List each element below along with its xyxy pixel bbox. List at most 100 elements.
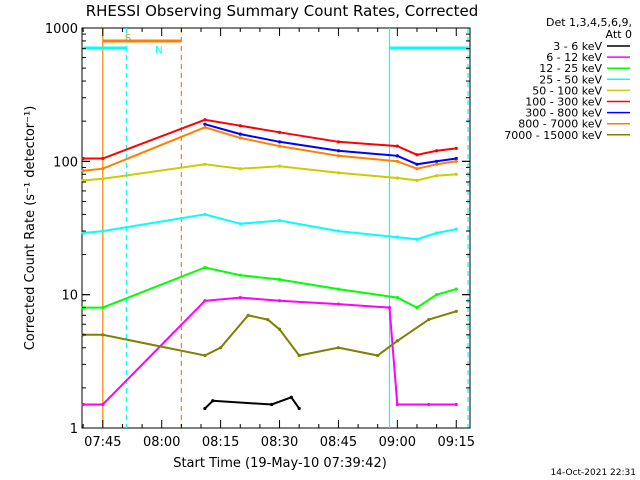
data-point [203, 353, 207, 358]
data-point [81, 178, 85, 182]
data-point [427, 402, 431, 407]
legend-label: 12 - 25 keV [539, 62, 602, 75]
data-point [454, 156, 458, 161]
data-point [277, 327, 282, 331]
data-point [266, 318, 270, 322]
series-line [83, 163, 457, 182]
data-point [297, 406, 301, 411]
x-tick-label: 09:00 [379, 435, 416, 450]
data-point [435, 231, 439, 235]
legend-header-line-2: Att 0 [606, 28, 632, 41]
flag-label: S [125, 33, 131, 44]
flag-label: N [155, 45, 162, 56]
data-point [238, 296, 242, 300]
data-point [289, 395, 293, 399]
data-point [297, 353, 301, 358]
data-point [435, 174, 439, 178]
series-line [83, 118, 457, 160]
data-point [101, 333, 105, 337]
data-point [246, 313, 250, 317]
data-point [336, 140, 341, 144]
data-point [81, 402, 85, 407]
x-tick-label: 08:00 [143, 435, 180, 450]
data-point [238, 273, 242, 277]
data-point [203, 118, 207, 122]
data-point [454, 159, 458, 163]
series-line [204, 123, 457, 166]
y-tick-label: 1 [70, 422, 78, 437]
data-point [203, 265, 207, 270]
x-axis-label: Start Time (19-May-10 07:39:42) [173, 456, 387, 471]
data-point [336, 287, 341, 291]
x-tick-label: 08:30 [261, 435, 298, 450]
data-point [395, 176, 399, 180]
data-point [336, 229, 341, 233]
data-point [415, 237, 419, 241]
data-point [415, 162, 419, 166]
data-point [101, 402, 105, 407]
data-point [376, 353, 380, 358]
legend-label: 6 - 12 keV [546, 51, 602, 64]
data-point [454, 227, 458, 231]
data-point [395, 235, 399, 239]
series-line [83, 296, 457, 406]
legend-label: 3 - 6 keV [553, 40, 602, 53]
data-point [336, 346, 341, 350]
data-point [101, 167, 105, 171]
data-point [415, 178, 419, 182]
y-ticks: 1 10 100 1000 [45, 22, 470, 437]
data-point [336, 154, 341, 158]
data-point [270, 402, 274, 407]
legend-label: 50 - 100 keV [532, 84, 602, 97]
x-tick-label: 08:15 [202, 435, 239, 450]
x-ticks: 07:45 08:00 08:15 08:30 08:45 09:00 09:15 [82, 28, 475, 450]
data-point [238, 132, 242, 136]
data-point [277, 277, 282, 282]
series-line [83, 213, 457, 241]
data-point [203, 299, 207, 303]
data-point [203, 212, 207, 216]
data-point [81, 169, 85, 173]
data-point [427, 318, 431, 322]
data-point [101, 156, 105, 161]
series-line [83, 266, 457, 309]
chart-title: RHESSI Observing Summary Count Rates, Co… [86, 2, 479, 20]
data-point [454, 172, 458, 176]
data-point [336, 149, 341, 153]
data-point [203, 122, 207, 126]
data-point [81, 156, 85, 161]
data-point [454, 402, 458, 407]
data-point [277, 164, 282, 168]
data-point [395, 402, 399, 407]
data-point [277, 299, 282, 303]
data-point [435, 159, 439, 163]
flag-bars: SN [83, 33, 469, 56]
data-point [395, 339, 399, 343]
data-point [81, 231, 85, 235]
data-point [101, 305, 105, 310]
data-point [203, 125, 207, 129]
data-point [435, 149, 439, 153]
plot-timestamp: 14-Oct-2021 22:31 [551, 468, 636, 478]
data-point [203, 406, 207, 411]
data-point [435, 293, 439, 297]
legend-label: 100 - 300 keV [525, 96, 602, 109]
y-tick-label: 1000 [45, 22, 78, 37]
x-tick-label: 09:15 [438, 435, 475, 450]
data-point [238, 222, 242, 226]
data-point [211, 399, 215, 403]
data-point [101, 229, 105, 233]
data-point [454, 146, 458, 151]
legend-label: 7000 - 15000 keV [504, 129, 602, 142]
y-axis-label: Corrected Count Rate (s⁻¹ detector⁻¹) [23, 106, 38, 351]
data-point [238, 167, 242, 171]
data-point [336, 171, 341, 175]
data-point [336, 302, 341, 306]
data-point [395, 296, 399, 300]
legend-header-line-1: Det 1,3,4,5,6,9, [546, 16, 632, 29]
data-point [454, 287, 458, 291]
x-tick-label: 08:45 [320, 435, 357, 450]
series-line [83, 126, 457, 172]
